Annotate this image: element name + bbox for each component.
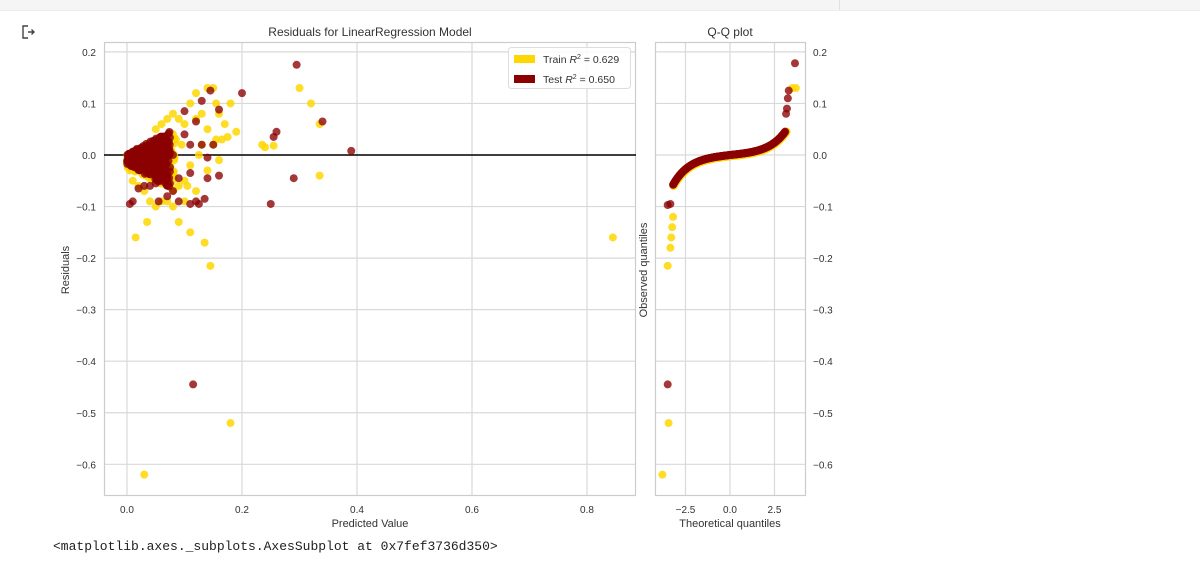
- residuals-axes-frame: [103, 41, 637, 497]
- legend-test-label: Test R2 = 0.650: [543, 74, 615, 86]
- qq-y-axis-label: Observed quantiles: [638, 222, 650, 317]
- qq-y-tick-labels: 0.2 0.1 0.0 −0.1 −0.2 −0.3 −0.4 −0.5 −0.6: [813, 48, 833, 471]
- svg-text:0.0: 0.0: [723, 505, 737, 516]
- svg-text:0.2: 0.2: [235, 505, 249, 516]
- svg-text:−0.4: −0.4: [76, 357, 96, 368]
- svg-text:0.0: 0.0: [82, 151, 96, 162]
- qq-x-axis-label: Theoretical quantiles: [679, 518, 781, 530]
- residuals-x-tick-labels: 0.0 0.2 0.4 0.6 0.8: [120, 505, 594, 516]
- qq-plot-title: Q-Q plot: [707, 25, 753, 39]
- svg-text:−0.1: −0.1: [76, 203, 96, 214]
- qq-axes-frame: [654, 41, 807, 497]
- legend-train-swatch: [514, 55, 535, 63]
- previous-cell-strip: [0, 0, 1200, 11]
- svg-text:0.4: 0.4: [350, 505, 364, 516]
- qq-scatter-points: [658, 59, 800, 479]
- legend-test-swatch: [514, 75, 535, 83]
- qq-x-tick-labels: −2.5 0.0 2.5: [676, 505, 782, 516]
- residuals-x-axis-label: Predicted Value: [332, 518, 409, 530]
- svg-text:0.2: 0.2: [813, 48, 827, 59]
- svg-text:0.2: 0.2: [82, 48, 96, 59]
- svg-text:−0.5: −0.5: [76, 409, 96, 420]
- svg-text:−2.5: −2.5: [676, 505, 696, 516]
- legend-box: [508, 47, 631, 89]
- residuals-scatter-points: [123, 60, 617, 479]
- svg-text:−0.6: −0.6: [76, 460, 96, 471]
- svg-text:0.0: 0.0: [813, 151, 827, 162]
- qq-grid: [656, 43, 805, 495]
- svg-text:−0.1: −0.1: [813, 203, 833, 214]
- svg-text:−0.6: −0.6: [813, 460, 833, 471]
- residuals-y-tick-labels: 0.2 0.1 0.0 −0.1 −0.2 −0.3 −0.4 −0.5 −0.6: [76, 48, 96, 471]
- svg-text:0.6: 0.6: [465, 505, 479, 516]
- svg-text:−0.4: −0.4: [813, 357, 833, 368]
- svg-text:−0.2: −0.2: [813, 254, 833, 265]
- strip-divider: [839, 0, 840, 10]
- residuals-plot-title: Residuals for LinearRegression Model: [268, 25, 471, 39]
- residuals-y-axis-label: Residuals: [60, 245, 72, 294]
- svg-text:0.0: 0.0: [120, 505, 134, 516]
- output-arrow-icon[interactable]: [21, 24, 37, 40]
- svg-text:−0.2: −0.2: [76, 254, 96, 265]
- svg-text:−0.3: −0.3: [813, 306, 833, 317]
- svg-text:0.1: 0.1: [813, 99, 827, 110]
- svg-text:−0.3: −0.3: [76, 306, 96, 317]
- svg-text:−0.5: −0.5: [813, 409, 833, 420]
- cell-output-repr: <matplotlib.axes._subplots.AxesSubplot a…: [53, 539, 498, 554]
- svg-text:0.8: 0.8: [580, 505, 594, 516]
- svg-text:2.5: 2.5: [768, 505, 782, 516]
- svg-text:0.1: 0.1: [82, 99, 96, 110]
- legend-train-label: Train R2 = 0.629: [543, 54, 619, 66]
- residuals-legend: Train R2 = 0.629 Test R2 = 0.650: [508, 47, 631, 89]
